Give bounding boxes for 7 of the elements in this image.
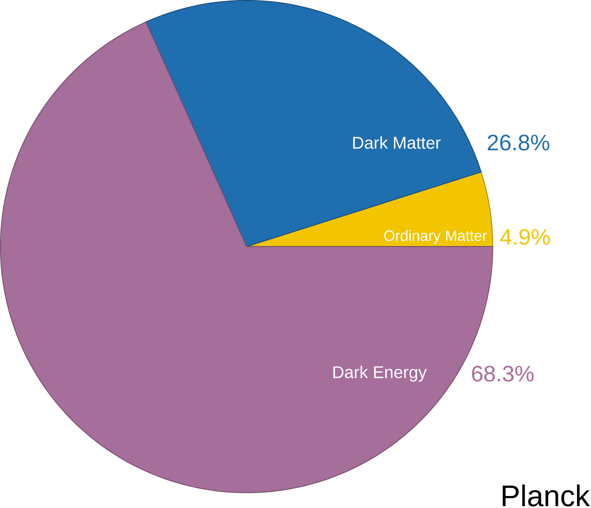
- data-label: 68.3%: [472, 366, 534, 382]
- slice-label: Dark Energy: [333, 366, 427, 382]
- slice-label: Dark Matter: [353, 136, 441, 150]
- text: Planck: [502, 484, 590, 507]
- data-label: 4.9%: [500, 229, 550, 246]
- data-label: 26.8%: [488, 134, 550, 151]
- slice-label: Ordinary Matter: [384, 230, 487, 244]
